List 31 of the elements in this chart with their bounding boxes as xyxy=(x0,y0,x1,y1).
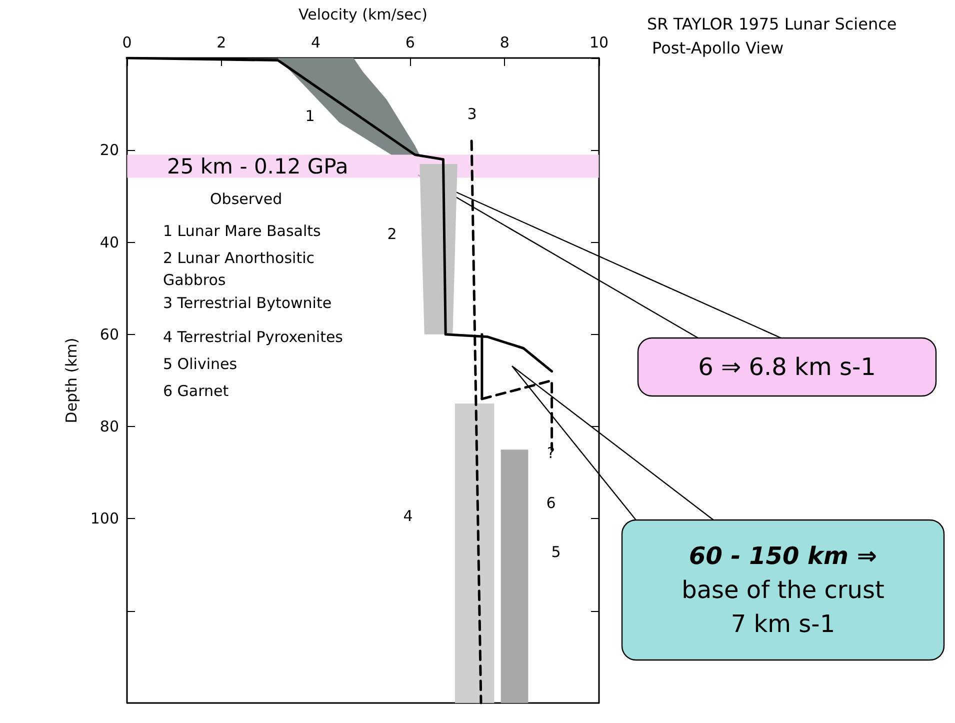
text: Post-Apollo View xyxy=(652,38,784,58)
annotation: 1 Lunar Mare Basalts xyxy=(163,222,322,240)
y-tick-label: 40 xyxy=(100,233,119,252)
y-tick-label: 100 xyxy=(90,510,119,528)
annotation: 6 Garnet xyxy=(163,382,229,400)
x-tick-label: 2 xyxy=(216,34,226,52)
x-tick-label: 8 xyxy=(500,34,510,52)
x-tick-label: 4 xyxy=(311,34,321,52)
x-axis-title: Velocity (km/sec) xyxy=(298,6,428,24)
x-tick-label: 0 xyxy=(122,34,132,52)
text: 60 - 150 km ⇒ base of the crust 7 km s-1 xyxy=(682,542,884,638)
text: 6 ⇒ 6.8 km s-1 xyxy=(698,353,876,381)
y-tick-label: 20 xyxy=(100,141,119,160)
annotation: 1 xyxy=(305,107,315,125)
y-tick-label: 60 xyxy=(100,325,119,344)
text: SR TAYLOR 1975 Lunar Science xyxy=(647,14,897,34)
annotation: 5 Olivines xyxy=(163,355,238,373)
annotation: 3 Terrestrial Bytownite xyxy=(163,294,332,312)
y-tick-label: 80 xyxy=(100,418,119,436)
y-axis-title: Depth (km) xyxy=(62,338,80,424)
annotation: 3 xyxy=(467,105,477,123)
band-label: 25 km - 0.12 GPa xyxy=(167,154,348,178)
annotation: 4 xyxy=(403,507,413,525)
x-tick-label: 6 xyxy=(405,34,415,52)
annotation: 2 Lunar Anorthositic Gabbros xyxy=(163,249,315,289)
annotation: Observed xyxy=(210,190,282,208)
x-tick-label: 10 xyxy=(589,34,609,52)
annotation: 4 Terrestrial Pyroxenites xyxy=(163,328,344,346)
annotation: 6 xyxy=(546,494,556,512)
annotation: 5 xyxy=(551,543,561,561)
annotation: 2 xyxy=(387,225,397,243)
